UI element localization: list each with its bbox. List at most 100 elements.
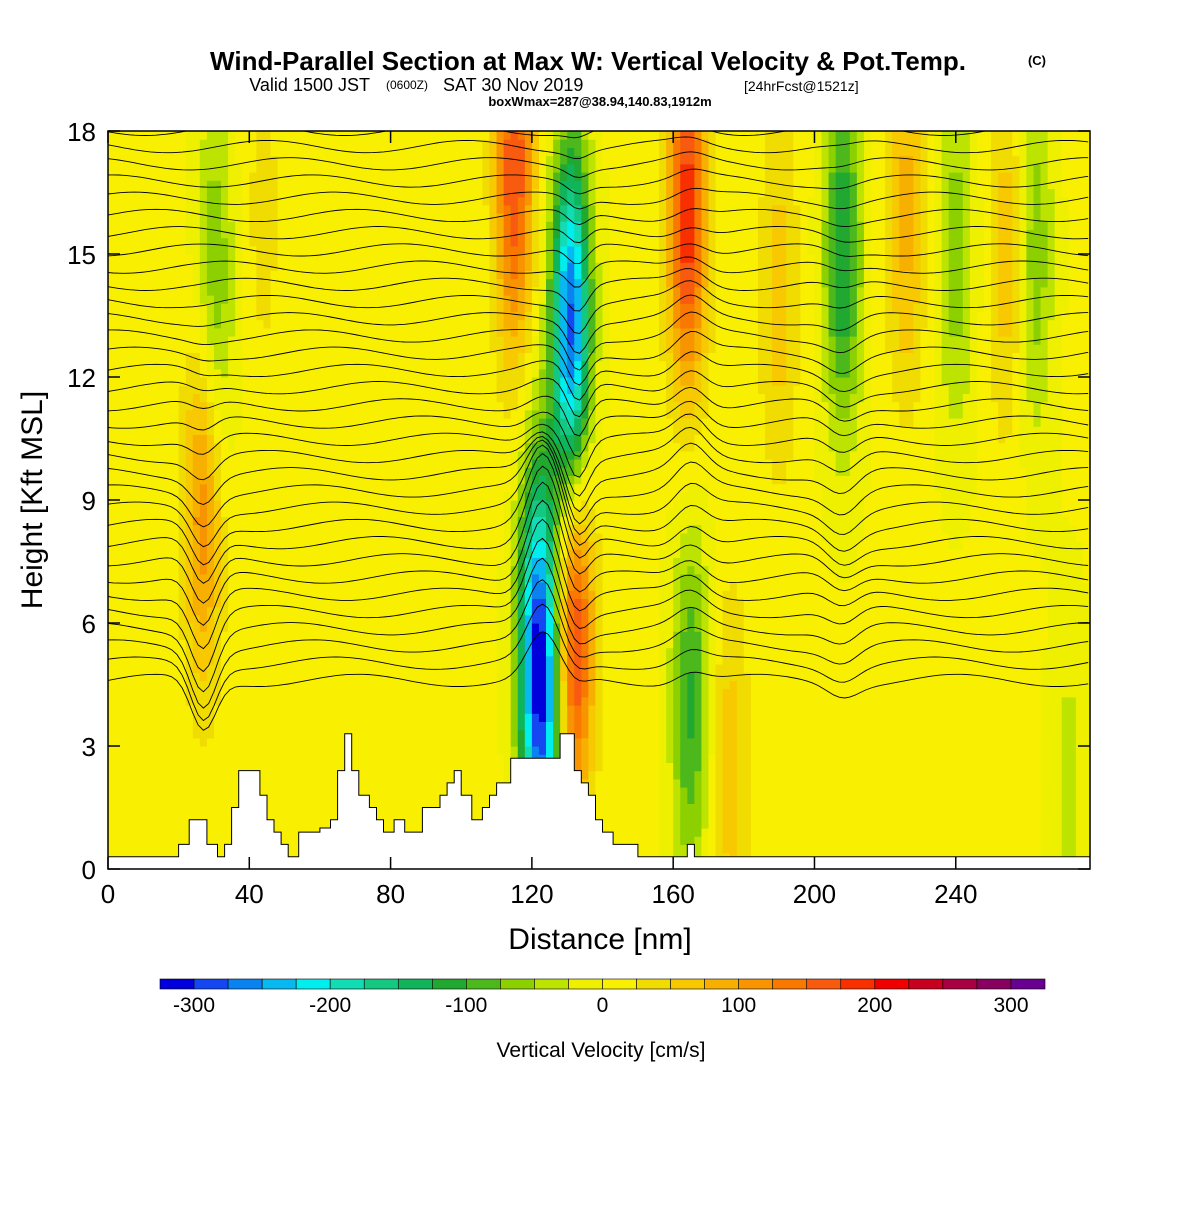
vv-cell: [369, 483, 378, 493]
vv-cell: [461, 262, 469, 271]
vv-cell: [312, 336, 321, 345]
vv-cell: [256, 565, 265, 575]
vv-cell: [355, 237, 363, 247]
vv-cell: [298, 163, 307, 173]
vv-cell: [150, 508, 159, 517]
vv-cell: [432, 721, 441, 731]
vv-cell: [171, 746, 180, 755]
vv-cell: [298, 532, 307, 542]
vv-cell: [418, 787, 427, 796]
vv-cell: [228, 303, 236, 312]
vv-cell: [489, 360, 498, 370]
vv-cell: [355, 541, 363, 550]
vv-cell: [454, 344, 462, 353]
vv-cell: [327, 319, 335, 329]
vv-cell: [312, 655, 321, 665]
vv-cell: [122, 500, 130, 509]
vv-cell: [362, 631, 370, 640]
vv-cell: [468, 360, 476, 370]
vv-cell: [305, 631, 314, 640]
vv-cell: [171, 762, 180, 772]
vv-cell: [489, 516, 498, 526]
vv-cell: [115, 680, 123, 690]
vv-cell: [249, 229, 257, 239]
vv-cell: [334, 196, 342, 206]
vv-cell: [136, 262, 144, 271]
vv-cell: [404, 360, 413, 370]
vv-cell: [277, 426, 286, 435]
vv-cell: [115, 319, 123, 329]
vv-cell: [235, 688, 243, 698]
vv-cell: [270, 368, 279, 378]
vv-cell: [411, 311, 420, 321]
vv-cell: [397, 795, 406, 804]
vv-cell: [136, 286, 144, 296]
vv-cell: [461, 434, 469, 444]
vv-cell: [411, 278, 420, 288]
vv-cell: [425, 737, 434, 747]
vv-cell: [440, 672, 448, 681]
vv-cell: [129, 475, 137, 485]
vv-cell: [206, 746, 215, 755]
vv-cell: [447, 516, 455, 526]
vv-cell: [221, 459, 229, 468]
vv-cell: [447, 270, 455, 280]
vv-cell: [312, 500, 321, 509]
vv-cell: [468, 541, 476, 550]
vv-cell: [425, 352, 434, 362]
vv-cell: [242, 409, 250, 419]
vv-cell: [221, 795, 229, 804]
vv-cell: [348, 221, 356, 230]
vv-cell: [298, 614, 307, 624]
vv-cell: [411, 557, 420, 567]
vv-cell: [256, 221, 265, 230]
vv-cell: [369, 278, 378, 288]
vv-cell: [242, 368, 250, 378]
vv-cell: [355, 696, 363, 706]
vv-cell: [327, 721, 335, 731]
vv-cell: [447, 623, 455, 632]
vv-cell: [256, 418, 265, 427]
vv-cell: [397, 336, 406, 345]
vv-cell: [178, 705, 187, 714]
vv-cell: [461, 295, 469, 304]
vv-cell: [348, 647, 356, 657]
vv-cell: [129, 655, 137, 665]
vv-cell: [213, 500, 222, 509]
vv-cell: [454, 188, 462, 198]
vv-cell: [122, 295, 130, 304]
vv-cell: [263, 139, 272, 148]
vv-cell: [390, 672, 399, 681]
vv-cell: [369, 516, 378, 526]
vv-cell: [242, 450, 250, 460]
vv-cell: [263, 541, 272, 550]
vv-cell: [418, 557, 427, 567]
vv-cell: [355, 360, 363, 370]
vv-cell: [362, 737, 370, 747]
vv-cell: [178, 623, 187, 632]
vv-cell: [404, 819, 413, 829]
vv-cell: [143, 787, 151, 796]
vv-cell: [164, 131, 173, 140]
vv-cell: [312, 147, 321, 157]
vv-cell: [334, 237, 342, 247]
vv-cell: [482, 623, 491, 632]
vv-cell: [263, 508, 272, 517]
vv-cell: [256, 442, 265, 452]
vv-cell: [221, 696, 229, 706]
vv-cell: [263, 442, 272, 452]
vv-cell: [440, 787, 448, 796]
vv-cell: [355, 590, 363, 599]
vv-cell: [418, 319, 427, 329]
vv-cell: [192, 155, 201, 165]
vv-cell: [418, 237, 427, 247]
vv-cell: [305, 221, 314, 230]
vv-cell: [376, 278, 385, 288]
vv-cell: [199, 393, 208, 403]
vv-cell: [447, 360, 455, 370]
vv-cell: [298, 516, 307, 526]
vv-cell: [383, 163, 392, 173]
vv-cell: [383, 795, 392, 804]
vv-cell: [447, 590, 455, 599]
vv-cell: [192, 270, 201, 280]
